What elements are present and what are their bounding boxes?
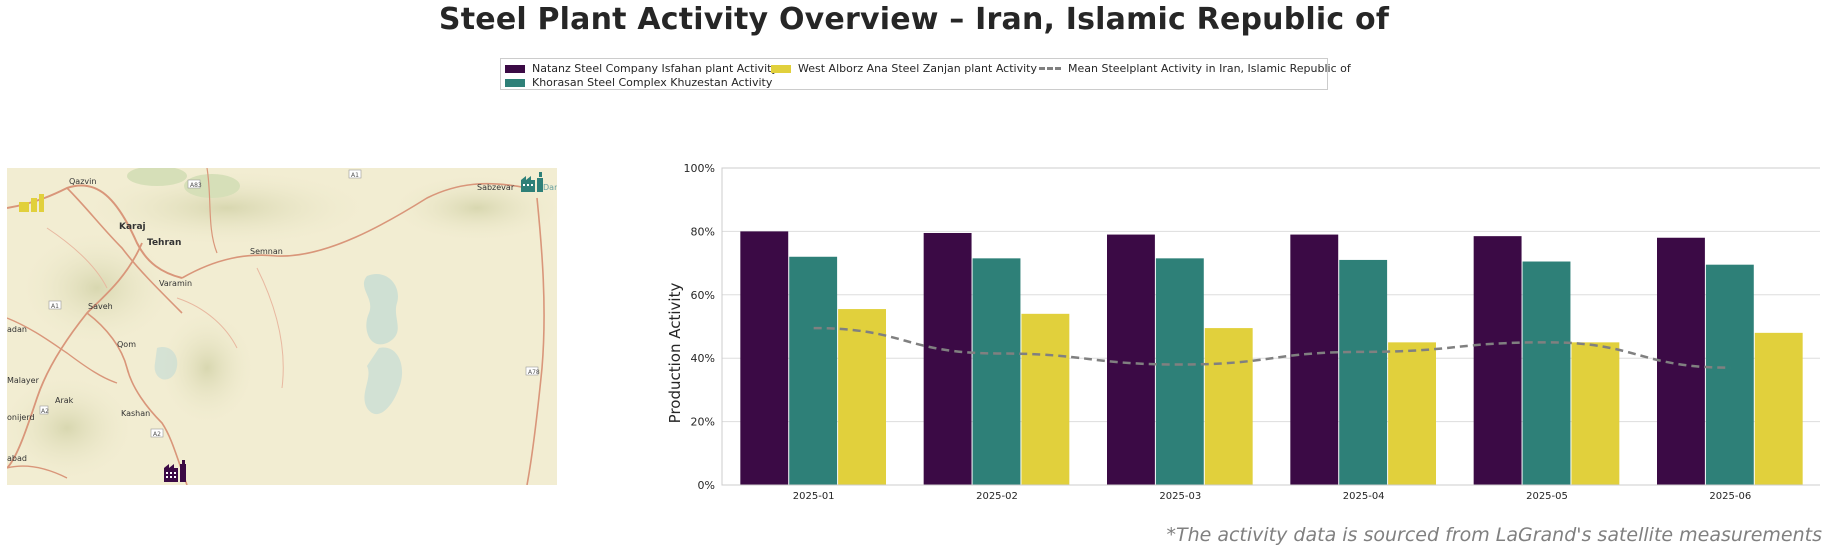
road-label: A1: [351, 172, 359, 179]
bar: [1107, 234, 1155, 485]
bar: [1388, 342, 1436, 485]
bar: [1204, 328, 1253, 485]
bar: [1522, 261, 1571, 485]
legend: Natanz Steel Company Isfahan plant Activ…: [500, 58, 1351, 90]
x-ticks: 2025-01 2025-02 2025-03 2025-04 2025-05 2025-…: [793, 491, 1751, 502]
legend-item-natanz: Natanz Steel Company Isfahan plant Activ…: [505, 62, 778, 75]
map-terrain: Qazvin Karaj Tehran Semnan Varamin Saveh…: [7, 168, 557, 485]
bar: [1657, 237, 1705, 485]
bar: [1473, 236, 1522, 485]
y-tick-label: 40%: [691, 352, 715, 365]
bar: [923, 232, 972, 485]
y-ticks: 0% 20% 40% 60% 80% 100%: [684, 162, 715, 492]
road-label: A2: [153, 431, 161, 438]
mean-line: [813, 326, 1731, 369]
plot-frame: [721, 167, 1820, 486]
road-shield: A83 A1 A1 A2 A78 A2: [39, 169, 540, 438]
bar: [1021, 313, 1070, 485]
bar: [789, 256, 838, 485]
map-label: Qazvin: [69, 177, 96, 186]
map-label: Saveh: [88, 302, 113, 311]
bar: [838, 309, 886, 485]
legend-swatch: [505, 78, 525, 87]
map-label: Qom: [117, 340, 136, 349]
legend-swatch: [771, 64, 791, 73]
bar: [1705, 264, 1754, 485]
map-label: Semnan: [250, 247, 283, 256]
road-label: A83: [190, 182, 202, 189]
x-tick-label: 2025-01: [793, 491, 835, 502]
factory-icon-zanjan: [19, 194, 44, 212]
y-axis-label: Production Activity: [666, 283, 684, 424]
bar: [1339, 259, 1388, 485]
legend-label: West Alborz Ana Steel Zanjan plant Activ…: [798, 62, 1037, 75]
y-tick-label: 0%: [698, 479, 715, 492]
map-label: Sabzevar: [477, 183, 515, 192]
map-label: Arak: [55, 396, 74, 405]
road-label: A78: [528, 369, 540, 376]
x-tick-label: 2025-03: [1159, 491, 1201, 502]
footnote: *The activity data is sourced from LaGra…: [1166, 524, 1822, 546]
map-label: Karaj: [119, 222, 146, 232]
map-label: adan: [7, 325, 27, 334]
factory-icon-khorasan: [521, 172, 543, 192]
bar: [740, 231, 789, 485]
y-tick-label: 100%: [684, 162, 715, 175]
factory-icon-natanz: [164, 460, 186, 482]
map: Qazvin Karaj Tehran Semnan Varamin Saveh…: [7, 168, 557, 485]
legend-label: Natanz Steel Company Isfahan plant Activ…: [532, 62, 778, 75]
gridlines: [722, 167, 1820, 486]
map-label: Kashan: [121, 409, 150, 418]
y-tick-label: 80%: [691, 225, 715, 238]
y-tick-label: 20%: [691, 416, 715, 429]
y-tick-label: 60%: [691, 289, 715, 302]
x-tick-label: 2025-04: [1343, 491, 1385, 502]
bars: [740, 231, 1803, 485]
x-tick-label: 2025-06: [1709, 491, 1751, 502]
legend-label: Khorasan Steel Complex Khuzestan Activit…: [532, 76, 773, 89]
bar: [1290, 234, 1339, 485]
legend-label: Mean Steelplant Activity in Iran, Islami…: [1068, 62, 1351, 75]
road-label: A1: [51, 303, 59, 310]
bar: [1155, 258, 1204, 485]
legend-item-khorasan: Khorasan Steel Complex Khuzestan Activit…: [505, 76, 772, 89]
mean-activity-line: [813, 326, 1731, 369]
legend-item-mean: Mean Steelplant Activity in Iran, Islami…: [1039, 62, 1351, 75]
bar: [1571, 342, 1620, 485]
road-label: A2: [41, 408, 49, 415]
x-tick-label: 2025-02: [976, 491, 1018, 502]
map-label: Damghan: [543, 183, 557, 192]
bar: [972, 258, 1021, 485]
chart-title: Steel Plant Activity Overview – Iran, Is…: [438, 2, 1390, 37]
map-label: onijerd: [7, 413, 35, 422]
legend-item-west-alborz: West Alborz Ana Steel Zanjan plant Activ…: [771, 62, 1037, 75]
x-tick-label: 2025-05: [1526, 491, 1568, 502]
map-label: Varamin: [159, 279, 192, 288]
legend-swatch: [505, 64, 525, 73]
map-label: Malayer: [7, 376, 40, 385]
legend-dash: [1039, 67, 1061, 70]
bar-chart: Production Activity 0% 20% 40% 60% 80% 100% 2…: [666, 162, 1820, 502]
map-label: Tehran: [147, 238, 181, 248]
map-label: abad: [7, 454, 27, 463]
bar: [1754, 332, 1803, 485]
